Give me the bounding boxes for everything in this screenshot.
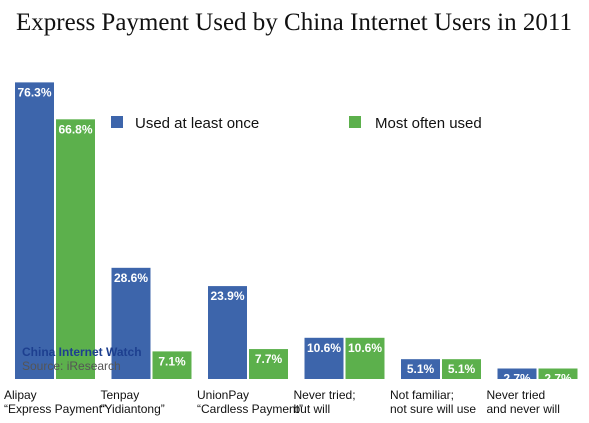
category-label-3-line-0: Never tried; <box>294 388 356 402</box>
value-label-often-1: 7.1% <box>158 354 186 368</box>
category-label-2-line-1: “Cardless Payment” <box>197 402 303 416</box>
value-label-often-2: 7.7% <box>255 352 283 366</box>
value-label-used-1: 28.6% <box>114 271 148 285</box>
bar-used-3 <box>304 337 344 379</box>
category-label-0-line-1: “Express Payment” <box>4 402 106 416</box>
value-label-used-0: 76.3% <box>17 85 51 99</box>
category-label-5-line-1: and never will <box>487 402 560 416</box>
watermark-brand: China Internet Watch <box>22 345 142 359</box>
value-label-used-2: 23.9% <box>210 289 244 303</box>
value-label-often-0: 66.8% <box>58 122 92 136</box>
legend-swatch-most-often-used <box>349 116 361 128</box>
bar-often-2 <box>249 349 288 379</box>
watermark-source: Source: iResearch <box>22 359 121 373</box>
bar-often-3 <box>345 337 385 379</box>
category-label-3-line-1: but will <box>294 402 331 416</box>
value-label-used-3: 10.6% <box>307 341 341 355</box>
legend-label-used-at-least-once: Used at least once <box>135 115 259 132</box>
legend-swatch-used-at-least-once <box>111 116 123 128</box>
value-label-often-4: 5.1% <box>448 362 476 376</box>
category-label-1-line-0: Tenpay <box>101 388 140 402</box>
category-label-2-line-0: UnionPay <box>197 388 249 402</box>
bar-used-1 <box>111 267 151 379</box>
value-label-often-3: 10.6% <box>348 341 382 355</box>
category-label-5-line-0: Never tried <box>487 388 546 402</box>
bar-often-1 <box>152 351 192 379</box>
legend: Used at least once Most often used <box>111 115 482 132</box>
value-label-used-5: 2.7% <box>503 372 531 386</box>
bar-used-4 <box>401 359 440 379</box>
value-label-often-5: 2.7% <box>544 372 572 386</box>
watermark: China Internet Watch Source: iResearch <box>22 345 142 373</box>
bar-often-5 <box>538 368 578 379</box>
category-labels: Alipay“Express Payment”Tenpay“Yidiantong… <box>4 388 560 416</box>
bars: 76.3% 66.8% 28.6% 7.1% 23.9% 7.7% 10.6% 10.6% 5.… <box>15 82 578 386</box>
category-label-0-line-0: Alipay <box>4 388 37 402</box>
bar-often-4 <box>442 359 481 379</box>
bar-used-2 <box>208 286 247 379</box>
category-label-4-line-1: not sure will use <box>390 402 476 416</box>
category-label-4-line-0: Not familiar; <box>390 388 454 402</box>
bar-used-5 <box>497 368 537 379</box>
value-label-used-4: 5.1% <box>407 362 435 376</box>
legend-label-most-often-used: Most often used <box>375 115 482 132</box>
category-label-1-line-1: “Yidiantong” <box>101 402 165 416</box>
chart-title: Express Payment Used by China Internet U… <box>16 9 572 36</box>
bar-used-0 <box>15 82 54 379</box>
bar-often-0 <box>56 119 95 379</box>
